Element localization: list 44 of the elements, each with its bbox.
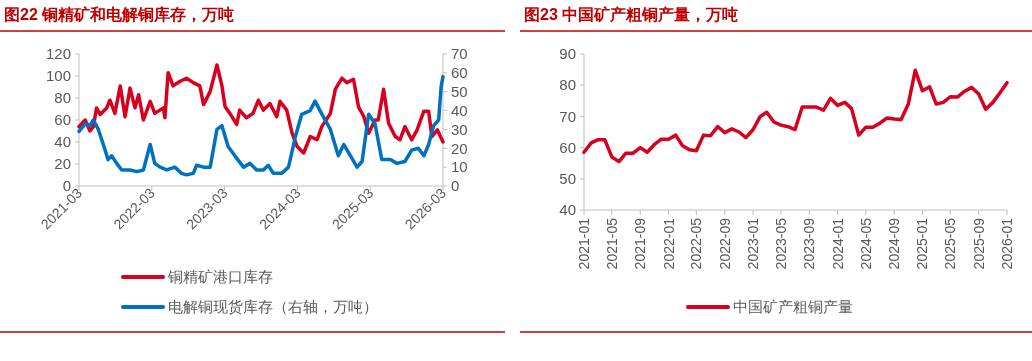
x-tick-label: 2023-05 xyxy=(772,217,789,270)
x-tick-label: 2022-01 xyxy=(660,217,677,270)
x-tick-label: 2025-09 xyxy=(970,217,987,270)
legend-label: 铜精矿港口库存 xyxy=(167,268,273,286)
y2-tick-label: 30 xyxy=(451,120,468,138)
y2-tick-label: 50 xyxy=(451,82,468,100)
y-tick-label: 60 xyxy=(559,138,576,156)
y2-tick-label: 40 xyxy=(451,101,468,119)
y2-tick-label: 70 xyxy=(451,45,468,63)
y-tick-label: 80 xyxy=(54,89,71,107)
x-tick-label: 2023-01 xyxy=(745,217,762,270)
y-tick-label: 80 xyxy=(559,76,576,94)
x-tick-label: 2024-09 xyxy=(886,217,903,270)
chart-title: 图23 中国矿产粗铜产量，万吨 xyxy=(524,6,739,23)
y-tick-label: 120 xyxy=(45,45,71,63)
x-tick-label: 2021-01 xyxy=(576,217,592,270)
x-tick-label: 2025-01 xyxy=(914,217,931,270)
x-tick-label: 2021-09 xyxy=(632,217,649,270)
legend-label: 电解铜现货库存（右轴，万吨） xyxy=(168,298,378,316)
x-tick-label: 2021-05 xyxy=(603,217,620,270)
y-tick-label: 70 xyxy=(559,107,576,125)
x-tick-label: 2024-05 xyxy=(857,217,874,270)
y-tick-label: 60 xyxy=(54,111,71,129)
x-tick-label: 2024-01 xyxy=(829,217,846,270)
x-tick-label: 2022-09 xyxy=(716,217,733,270)
legend-label: 中国矿产粗铜产量 xyxy=(733,298,853,316)
y2-tick-label: 10 xyxy=(451,158,468,176)
y2-tick-label: 20 xyxy=(451,139,468,157)
chart-title: 图22 铜精矿和电解铜库存，万吨 xyxy=(4,6,235,23)
y-tick-label: 100 xyxy=(45,67,71,85)
x-tick-label: 2025-05 xyxy=(942,217,959,270)
line-series xyxy=(77,74,445,177)
y-tick-label: 20 xyxy=(54,155,71,173)
y-tick-label: 40 xyxy=(559,201,576,219)
x-tick-label: 2022-05 xyxy=(688,217,705,270)
y2-tick-label: 0 xyxy=(451,177,460,195)
x-tick-label: 2023-09 xyxy=(801,217,818,270)
y-tick-label: 40 xyxy=(54,133,71,151)
y-tick-label: 50 xyxy=(559,170,576,188)
line-series xyxy=(582,68,1009,164)
line-series xyxy=(77,63,445,155)
y2-tick-label: 60 xyxy=(451,64,468,82)
x-tick-label: 2026-01 xyxy=(999,217,1015,270)
y-tick-label: 90 xyxy=(559,45,576,63)
